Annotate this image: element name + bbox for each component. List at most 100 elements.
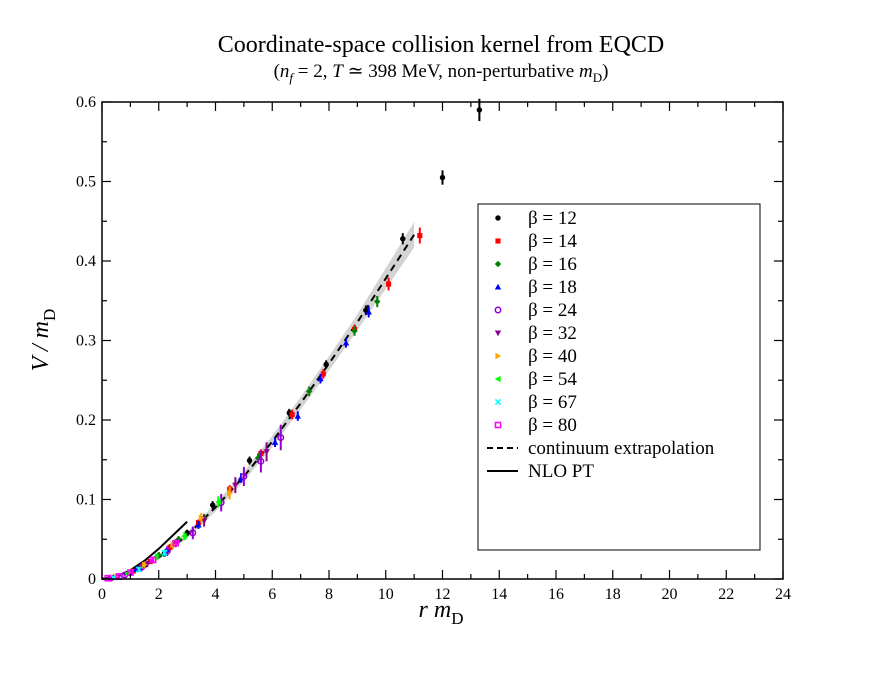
x-tick-label: 24 <box>775 586 791 603</box>
subtitle-t-var: T <box>332 61 343 82</box>
subtitle-nf-rest: = 2, <box>293 61 333 82</box>
subtitle-nf-sub: f <box>289 69 294 85</box>
y-tick-label: 0.6 <box>76 94 96 111</box>
legend-marker <box>494 306 502 314</box>
x-tick-label: 20 <box>662 586 678 603</box>
legend-label: continuum extrapolation <box>528 438 715 459</box>
data-point <box>365 308 372 315</box>
x-tick-label: 14 <box>491 586 507 603</box>
data-point <box>323 361 329 368</box>
data-point <box>195 521 202 528</box>
subtitle-md-sub: D <box>592 69 603 85</box>
data-point <box>320 371 326 377</box>
y-tick-label: 0.3 <box>76 333 96 350</box>
legend-label: β = 67 <box>528 392 577 413</box>
y-axis-label-var: V / m <box>28 321 54 371</box>
data-point <box>155 551 162 559</box>
data-point <box>189 529 197 537</box>
data-point <box>351 327 358 335</box>
data-point <box>227 489 233 497</box>
x-tick-label: 22 <box>718 586 734 603</box>
data-point <box>200 518 208 525</box>
legend-label: β = 80 <box>528 415 577 436</box>
subtitle-t-rest: ≃ 398 MeV, non-perturbative <box>342 61 579 82</box>
legend-marker <box>494 260 502 268</box>
data-point <box>263 449 270 455</box>
x-tick-label: 4 <box>212 586 220 603</box>
x-axis-label-var: r m <box>419 597 452 623</box>
x-tick-label: 2 <box>155 586 163 603</box>
data-point <box>240 472 248 480</box>
chart-title: Coordinate-space collision kernel from E… <box>217 32 665 58</box>
legend-box <box>477 203 761 551</box>
data-point <box>277 434 285 441</box>
data-point <box>215 498 221 506</box>
y-tick-label: 0.1 <box>76 492 96 509</box>
y-tick-label: 0.5 <box>76 174 96 191</box>
legend-label: β = 32 <box>528 323 577 344</box>
x-tick-label: 6 <box>268 586 276 603</box>
subtitle-md-var: m <box>578 61 593 82</box>
subtitle-close: ) <box>602 61 609 82</box>
legend-marker <box>494 398 502 406</box>
nlo-pt-line <box>101 521 188 580</box>
legend-marker <box>495 215 501 221</box>
curve-layer <box>101 234 415 580</box>
data-point <box>294 412 301 419</box>
legend-label: β = 16 <box>528 254 577 275</box>
data-point <box>257 457 265 465</box>
data-points-layer <box>104 98 483 582</box>
x-tick-label: 8 <box>325 586 333 603</box>
subtitle-nf-var: n <box>279 61 290 82</box>
y-axis-label: V / mD <box>28 309 59 372</box>
data-point <box>254 454 262 462</box>
x-tick-label: 0 <box>98 586 106 603</box>
data-point <box>271 439 279 445</box>
legend-label: NLO PT <box>528 461 594 482</box>
data-point <box>209 502 216 508</box>
legend-label: β = 40 <box>528 346 577 367</box>
data-point <box>289 411 295 417</box>
data-point <box>476 107 483 113</box>
data-point <box>439 174 446 181</box>
data-point <box>198 514 205 521</box>
data-point <box>317 375 324 382</box>
error-band-layer <box>102 222 415 580</box>
legend-label: β = 54 <box>528 369 577 390</box>
subtitle-open: ( <box>273 61 280 82</box>
data-point <box>342 339 350 346</box>
data-point <box>135 566 142 573</box>
legend-marker <box>494 421 502 429</box>
x-tick-label: 10 <box>378 586 394 603</box>
legend-label: β = 24 <box>528 300 577 321</box>
data-point <box>305 388 313 395</box>
legend-marker <box>494 330 502 337</box>
continuum-extrapolation-line <box>101 234 415 580</box>
continuum-error-band <box>102 222 415 580</box>
data-point <box>104 574 111 582</box>
data-point <box>232 482 239 489</box>
data-point <box>142 561 148 568</box>
legend: β = 12β = 14β = 16β = 18β = 24β = 32β = … <box>477 203 761 551</box>
legend-marker <box>494 283 502 290</box>
data-point <box>181 532 187 540</box>
legend-label: β = 12 <box>528 208 577 229</box>
legend-marker <box>494 375 501 383</box>
data-point <box>374 298 381 305</box>
data-point <box>386 281 392 287</box>
chart-subtitle: (nf = 2, T ≃ 398 MeV, non-perturbative m… <box>0 60 882 86</box>
y-tick-label: 0 <box>88 571 96 588</box>
legend-label: β = 14 <box>528 231 577 252</box>
x-axis-label-sub: D <box>451 609 463 628</box>
x-tick-label: 18 <box>605 586 621 603</box>
x-axis-label: r mD <box>419 597 464 628</box>
data-point <box>161 549 168 556</box>
legend-marker <box>495 352 502 360</box>
legend-label: β = 18 <box>528 277 577 298</box>
data-point <box>149 556 157 564</box>
y-axis-label-sub: D <box>40 309 59 321</box>
data-point <box>400 236 406 242</box>
x-tick-label: 16 <box>548 586 564 603</box>
